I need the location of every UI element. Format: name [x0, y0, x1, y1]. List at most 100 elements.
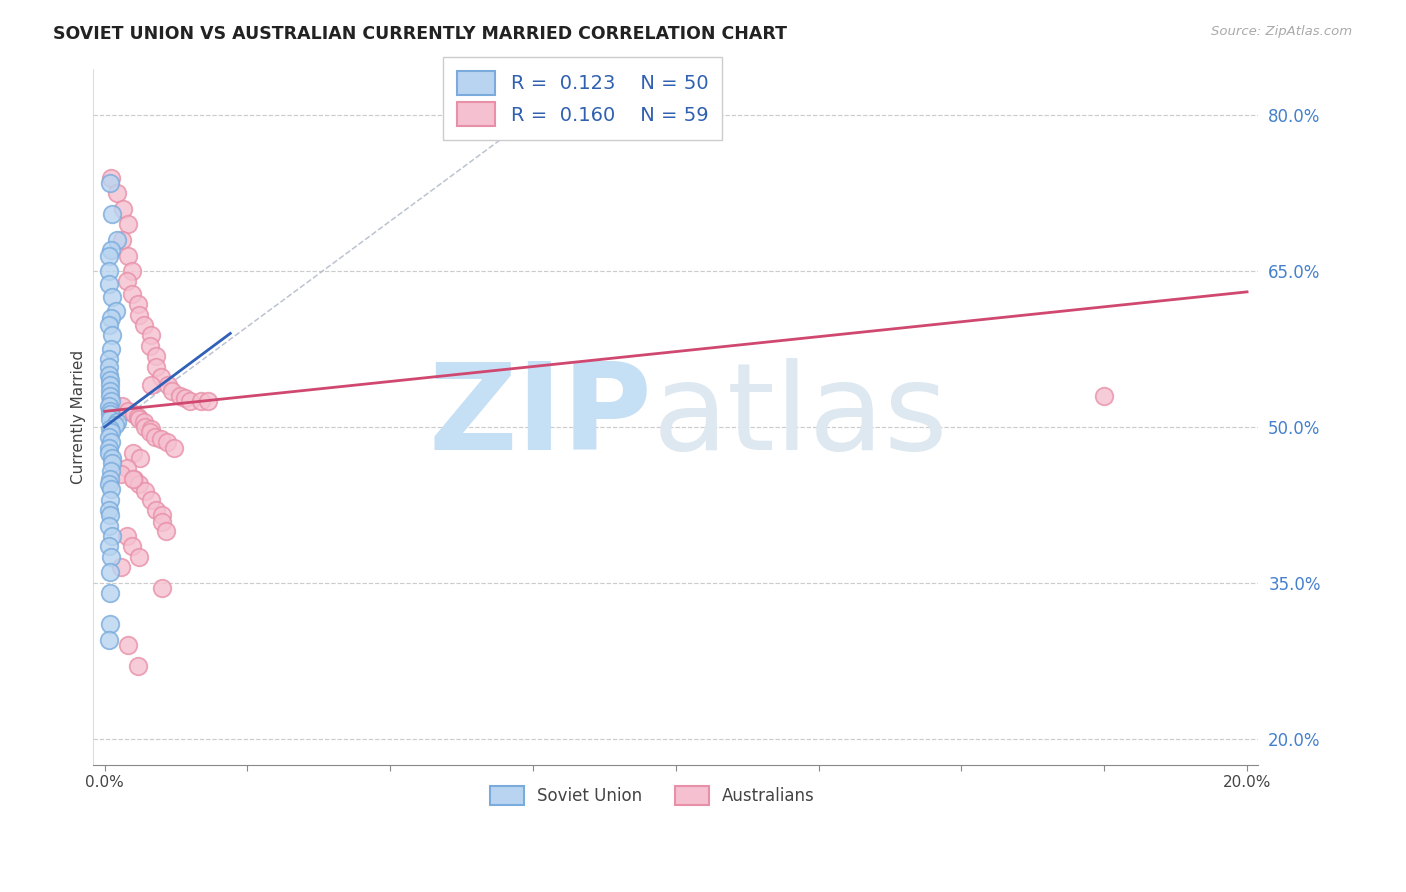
Point	[139, 339, 162, 353]
Point	[139, 492, 162, 507]
Point	[98, 411, 121, 425]
Point	[100, 549, 122, 564]
Point	[100, 617, 122, 632]
Point	[156, 435, 179, 450]
Point	[128, 549, 150, 564]
Point	[134, 484, 156, 499]
Point	[98, 359, 121, 374]
Point	[117, 248, 139, 262]
Point	[121, 287, 143, 301]
Point	[128, 308, 150, 322]
Point	[127, 658, 149, 673]
Point	[150, 581, 173, 595]
Point	[160, 384, 183, 398]
Point	[98, 404, 121, 418]
Point	[105, 415, 128, 429]
Point	[117, 218, 139, 232]
Point	[122, 446, 145, 460]
Point	[97, 430, 120, 444]
Point	[100, 586, 122, 600]
Point	[122, 472, 145, 486]
Point	[111, 202, 134, 216]
Point	[98, 492, 121, 507]
Point	[115, 529, 138, 543]
Point	[98, 632, 121, 647]
Point	[143, 430, 166, 444]
Point	[100, 393, 122, 408]
Y-axis label: Currently Married: Currently Married	[72, 350, 86, 483]
Point	[98, 384, 121, 398]
Point	[98, 472, 121, 486]
Point	[98, 508, 121, 523]
Point	[139, 328, 162, 343]
Point	[100, 310, 122, 325]
Point	[98, 352, 121, 367]
Point	[98, 373, 121, 387]
Point	[100, 342, 122, 356]
Text: Source: ZipAtlas.com: Source: ZipAtlas.com	[1212, 25, 1353, 38]
Point	[190, 393, 212, 408]
Point	[128, 477, 150, 491]
Point	[110, 560, 132, 574]
Point	[97, 446, 120, 460]
Point	[100, 435, 122, 450]
Point	[149, 370, 172, 384]
Point	[150, 433, 173, 447]
Point	[98, 389, 121, 403]
Point	[98, 399, 121, 413]
Point	[97, 318, 120, 332]
Point	[145, 503, 167, 517]
Point	[100, 425, 122, 439]
Point	[105, 233, 128, 247]
Point	[97, 518, 120, 533]
Point	[132, 318, 155, 332]
Point	[100, 378, 122, 392]
Point	[101, 451, 124, 466]
Point	[145, 349, 167, 363]
Point	[150, 508, 173, 523]
Point	[101, 456, 124, 470]
Point	[105, 186, 128, 201]
Point	[150, 516, 173, 530]
Point	[98, 540, 121, 554]
Point	[121, 540, 143, 554]
Point	[117, 461, 139, 475]
Point	[197, 393, 219, 408]
Point	[111, 233, 134, 247]
Point	[100, 244, 122, 258]
Point	[115, 275, 138, 289]
Point	[132, 415, 155, 429]
Point	[139, 422, 162, 436]
Point	[110, 467, 132, 481]
Point	[122, 408, 145, 422]
Point	[117, 638, 139, 652]
Point	[98, 441, 121, 455]
Point	[98, 176, 121, 190]
Point	[179, 393, 201, 408]
Point	[97, 277, 120, 291]
Point	[122, 472, 145, 486]
Point	[127, 409, 149, 424]
Point	[139, 425, 162, 439]
Point	[127, 297, 149, 311]
Point	[128, 451, 150, 466]
Point	[98, 566, 121, 580]
Point	[163, 441, 186, 455]
Point	[128, 411, 150, 425]
Point	[98, 408, 121, 422]
Text: atlas: atlas	[652, 358, 948, 475]
Point	[105, 303, 128, 318]
Point	[104, 417, 127, 432]
Point	[101, 328, 124, 343]
Point	[111, 399, 134, 413]
Point	[98, 422, 121, 436]
Point	[139, 378, 162, 392]
Point	[100, 529, 122, 543]
Text: ZIP: ZIP	[429, 358, 652, 475]
Point	[100, 170, 122, 185]
Point	[98, 368, 121, 382]
Point	[157, 378, 180, 392]
Text: SOVIET UNION VS AUSTRALIAN CURRENTLY MARRIED CORRELATION CHART: SOVIET UNION VS AUSTRALIAN CURRENTLY MAR…	[53, 25, 787, 43]
Point	[100, 290, 122, 304]
Point	[121, 264, 143, 278]
